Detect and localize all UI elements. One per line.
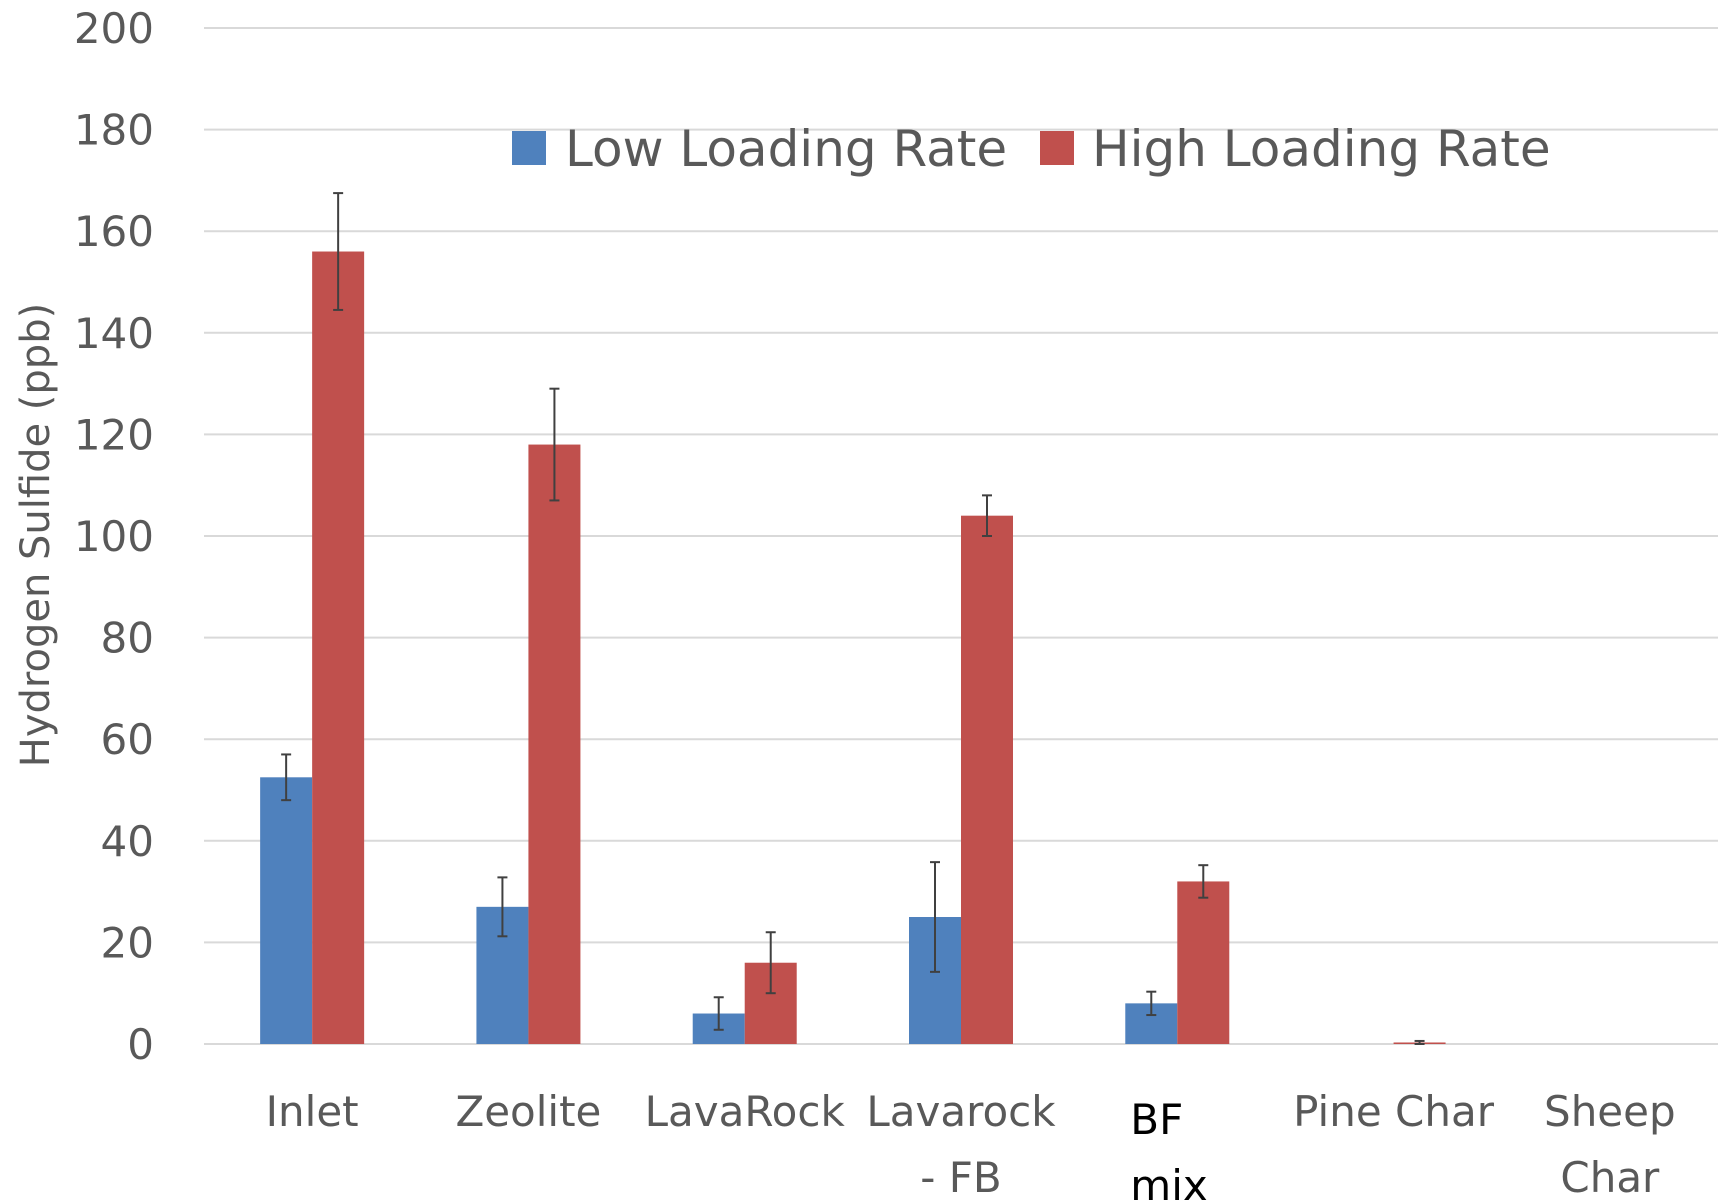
- y-tick-label: 160: [74, 207, 154, 256]
- x-category-label: Sheep: [1544, 1087, 1676, 1136]
- legend-label-low: Low Loading Rate: [565, 120, 1007, 178]
- bar-low-0: [260, 777, 313, 1044]
- y-tick-label: 120: [74, 410, 154, 459]
- x-category-label: - FB: [920, 1153, 1001, 1202]
- y-tick-label: 140: [74, 309, 154, 358]
- error-bars: [281, 192, 1425, 1045]
- legend-swatch-low: [512, 131, 546, 165]
- bar-high-0: [312, 251, 365, 1044]
- legend-label-high: High Loading Rate: [1092, 120, 1551, 178]
- y-tick-label: 40: [101, 817, 154, 866]
- y-tick-label: 60: [101, 715, 154, 764]
- y-axis-ticks: 0 20 40 60 80 100 120 140 160 180 200: [74, 4, 154, 1069]
- legend-swatch-high: [1040, 131, 1074, 165]
- y-tick-label: 180: [74, 106, 154, 155]
- x-category-label: Inlet: [266, 1087, 359, 1136]
- y-tick-label: 200: [74, 4, 154, 53]
- bar-high-3: [961, 515, 1013, 1044]
- y-tick-label: 0: [127, 1020, 154, 1069]
- x-category-label: Char: [1560, 1153, 1660, 1202]
- y-tick-label: 20: [101, 918, 154, 967]
- bars: [260, 251, 1446, 1044]
- x-category-label: Zeolite: [455, 1087, 601, 1136]
- y-axis-title: Hydrogen Sulfide (ppb): [13, 303, 59, 767]
- bar-high-1: [528, 444, 581, 1044]
- x-axis-categories: Inlet Zeolite LavaRock Lavarock - FB BF mix Pin…: [266, 1087, 1676, 1203]
- legend: Low Loading Rate High Loading Rate: [512, 120, 1551, 178]
- x-category-label: Lavarock: [866, 1087, 1056, 1136]
- y-tick-label: 100: [74, 512, 154, 561]
- y-tick-label: 80: [101, 614, 154, 663]
- x-category-label: Pine Char: [1293, 1087, 1495, 1136]
- x-category-label: mix: [1130, 1161, 1207, 1203]
- x-category-label: BF: [1130, 1095, 1183, 1144]
- bar-high-4: [1177, 881, 1230, 1044]
- x-category-label: LavaRock: [645, 1087, 846, 1136]
